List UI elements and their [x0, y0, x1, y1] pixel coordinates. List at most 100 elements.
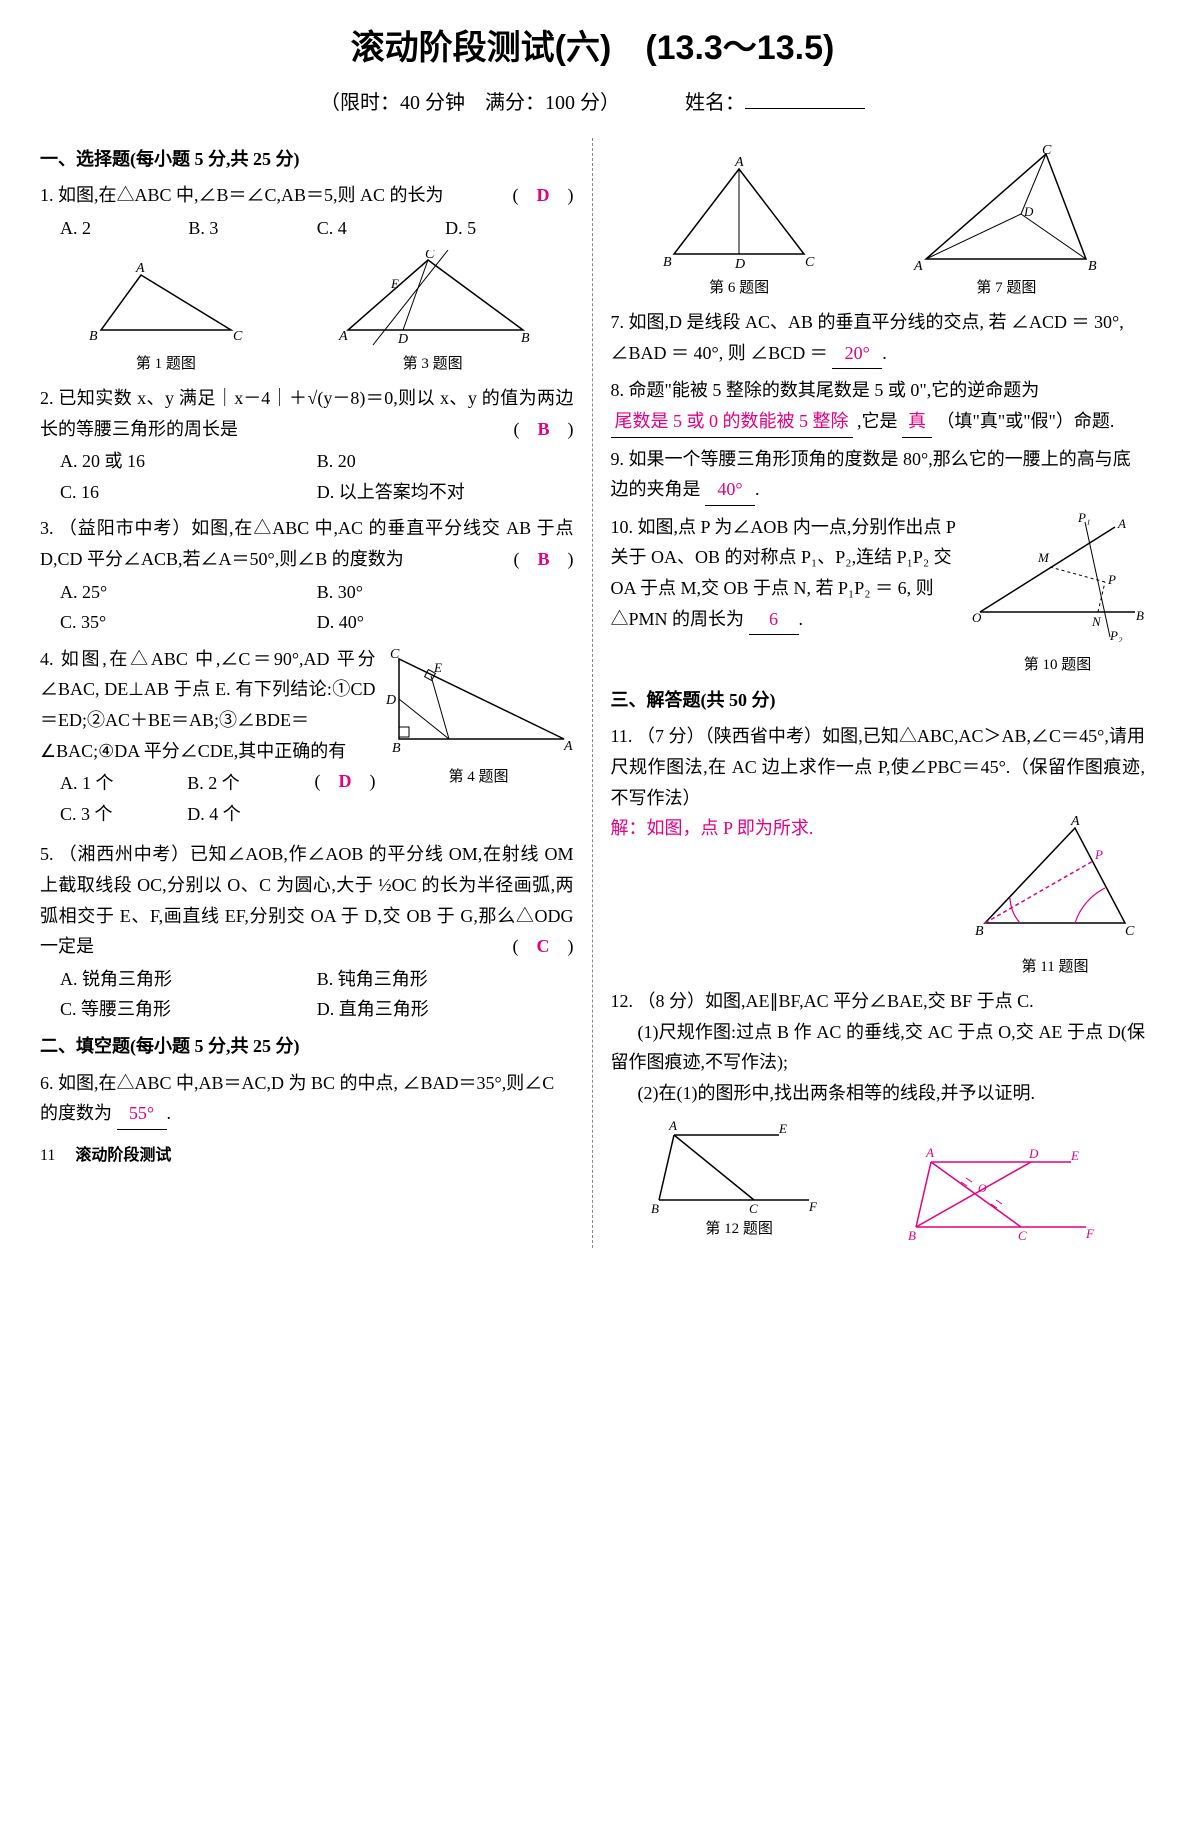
figure-q6-caption: 第 6 题图: [649, 276, 829, 302]
question-6: 6. 如图,在△ABC 中,AB＝AC,D 为 BC 的中点, ∠BAD＝35°…: [40, 1068, 574, 1130]
question-10: O B A P₁ P₂ P M N 第 10 题图 10. 如图,点 P 为∠A…: [611, 512, 1146, 679]
q7-answer: 20°: [832, 338, 882, 370]
q5-answer: C: [537, 936, 550, 956]
figure-q11-caption: 第 11 题图: [965, 955, 1145, 981]
q1-answer-slot: ( D ): [513, 180, 574, 211]
q1-opt-d: D. 5: [445, 213, 573, 244]
question-12: 12. （8 分）如图,AE∥BF,AC 平分∠BAE,交 BF 于点 C. (…: [611, 986, 1146, 1242]
question-4: C D E B A 第 4 题图 4. 如图,在△ABC 中,∠C＝90°,AD…: [40, 644, 574, 834]
svg-text:B: B: [521, 331, 530, 346]
question-2: 2. 已知实数 x、y 满足｜x－4｜＋√(y－8)＝0,则以 x、y 的值为两…: [40, 383, 574, 507]
figure-q12-caption: 第 12 题图: [649, 1217, 829, 1243]
limit-text: （限时：40 分钟 满分：100 分）: [320, 92, 620, 114]
q2-options: A. 20 或 16 B. 20 C. 16 D. 以上答案均不对: [60, 446, 574, 507]
section2-heading: 二、填空题(每小题 5 分,共 25 分): [40, 1031, 574, 1062]
figure-q11: A B C P 第 11 题图: [965, 813, 1145, 980]
svg-text:B: B: [908, 1228, 916, 1242]
figure-q1: A B C 第 1 题图: [81, 260, 251, 378]
svg-text:C: C: [1018, 1228, 1027, 1242]
figure-q10-caption: 第 10 题图: [970, 653, 1145, 679]
svg-text:A: A: [135, 261, 145, 276]
svg-text:M: M: [1037, 550, 1050, 565]
q2-answer: B: [537, 419, 549, 439]
q8-answer2: 真: [902, 406, 932, 438]
q8-answer1: 尾数是 5 或 0 的数能被 5 整除: [611, 406, 853, 438]
section3-heading: 三、解答题(共 50 分): [611, 685, 1146, 716]
svg-text:B: B: [1088, 259, 1097, 274]
q5-opt-c: C. 等腰三角形: [60, 994, 317, 1025]
svg-text:P₂: P₂: [1109, 628, 1123, 642]
svg-text:P: P: [1094, 847, 1103, 862]
svg-text:B: B: [663, 255, 672, 270]
svg-text:A: A: [925, 1145, 934, 1160]
question-3: 3. （益阳市中考）如图,在△ABC 中,AC 的垂直平分线交 AB 于点 D,…: [40, 513, 574, 637]
svg-text:C: C: [749, 1201, 758, 1215]
figure-q10: O B A P₁ P₂ P M N 第 10 题图: [970, 512, 1145, 679]
svg-text:F: F: [808, 1199, 818, 1214]
svg-text:A: A: [668, 1118, 677, 1133]
svg-text:F: F: [1085, 1226, 1095, 1241]
question-8: 8. 命题"能被 5 整除的数其尾数是 5 或 0",它的逆命题为 尾数是 5 …: [611, 375, 1146, 437]
svg-text:B: B: [975, 924, 984, 939]
q2-opt-b: B. 20: [317, 446, 574, 477]
svg-text:D: D: [1023, 204, 1034, 219]
svg-text:P: P: [1107, 572, 1116, 587]
svg-text:B: B: [1136, 608, 1144, 623]
page-title: 滚动阶段测试(六) (13.3～13.5): [30, 20, 1155, 78]
svg-text:C: C: [1042, 144, 1052, 158]
name-input-line[interactable]: [745, 108, 865, 109]
svg-text:E: E: [1070, 1148, 1079, 1163]
q3-opt-a: A. 25°: [60, 577, 317, 608]
svg-text:C: C: [1125, 924, 1135, 939]
q4-text2: ∠BAC;④DA 平分∠CDE,其中正确的有: [40, 741, 346, 761]
svg-text:A: A: [734, 155, 744, 170]
q3-answer: B: [537, 549, 549, 569]
q6-tail: .: [167, 1103, 172, 1123]
svg-text:P₁: P₁: [1077, 512, 1090, 525]
q4-opt-d: D. 4 个: [187, 799, 314, 830]
q3-opt-c: C. 35°: [60, 607, 317, 638]
svg-text:E: E: [778, 1121, 787, 1136]
q5-answer-slot: ( C ): [513, 931, 574, 962]
q12-part1: (1)尺规作图:过点 B 作 AC 的垂线,交 AC 于点 O,交 AE 于点 …: [611, 1017, 1146, 1078]
figure-q12-original: A E B C F 第 12 题图: [649, 1115, 829, 1243]
q2-opt-d: D. 以上答案均不对: [317, 477, 574, 508]
question-1: 1. 如图,在△ABC 中,∠B＝∠C,AB＝5,则 AC 的长为 ( D ) …: [40, 180, 574, 377]
q4-opt-c: C. 3 个: [60, 799, 187, 830]
q9-tail: .: [755, 479, 760, 499]
q5-opt-a: A. 锐角三角形: [60, 964, 317, 995]
q9-answer: 40°: [705, 474, 755, 506]
q12-part2: (2)在(1)的图形中,找出两条相等的线段,并予以证明.: [611, 1078, 1146, 1109]
q1-text: 1. 如图,在△ABC 中,∠B＝∠C,AB＝5,则 AC 的长为: [40, 185, 444, 205]
figure-q3: C A D B E 第 3 题图: [333, 250, 533, 378]
svg-text:D: D: [734, 257, 745, 272]
svg-text:D: D: [385, 693, 396, 708]
q1-opt-a: A. 2: [60, 213, 188, 244]
svg-text:C: C: [233, 329, 243, 344]
question-11: 11. （7 分）（陕西省中考）如图,已知△ABC,AC＞AB,∠C＝45°,请…: [611, 721, 1146, 980]
left-column: 一、选择题(每小题 5 分,共 25 分) 1. 如图,在△ABC 中,∠B＝∠…: [30, 138, 593, 1248]
svg-text:C: C: [390, 647, 400, 662]
page-number: 11: [40, 1147, 55, 1164]
q4-opt-b: B. 2 个: [187, 768, 314, 799]
q5-options: A. 锐角三角形 B. 钝角三角形 C. 等腰三角形 D. 直角三角形: [60, 964, 574, 1025]
q4-text1: 4. 如图,在△ABC 中,∠C＝90°,AD 平分∠BAC, DE⊥AB 于点…: [40, 649, 376, 730]
q4-options: A. 1 个 B. 2 个 C. 3 个 D. 4 个: [60, 768, 315, 829]
q3-text: 3. （益阳市中考）如图,在△ABC 中,AC 的垂直平分线交 AB 于点 D,…: [40, 518, 574, 569]
footer-label: 滚动阶段测试: [75, 1147, 171, 1164]
q3-answer-slot: ( B ): [513, 544, 573, 575]
q1-opt-b: B. 3: [188, 213, 316, 244]
q1-options: A. 2 B. 3 C. 4 D. 5: [60, 213, 574, 244]
q10-tail: .: [799, 609, 804, 629]
q5-opt-d: D. 直角三角形: [317, 994, 574, 1025]
svg-text:B: B: [89, 329, 98, 344]
figure-q6: A B D C 第 6 题图: [649, 154, 829, 302]
q3-opt-b: B. 30°: [317, 577, 574, 608]
q5-opt-b: B. 钝角三角形: [317, 964, 574, 995]
q8-text2: ,它是: [857, 411, 898, 431]
svg-text:N: N: [1091, 614, 1102, 629]
q2-opt-c: C. 16: [60, 477, 317, 508]
q3-opt-d: D. 40°: [317, 607, 574, 638]
q6-answer: 55°: [117, 1098, 167, 1130]
q1-answer: D: [537, 185, 550, 205]
